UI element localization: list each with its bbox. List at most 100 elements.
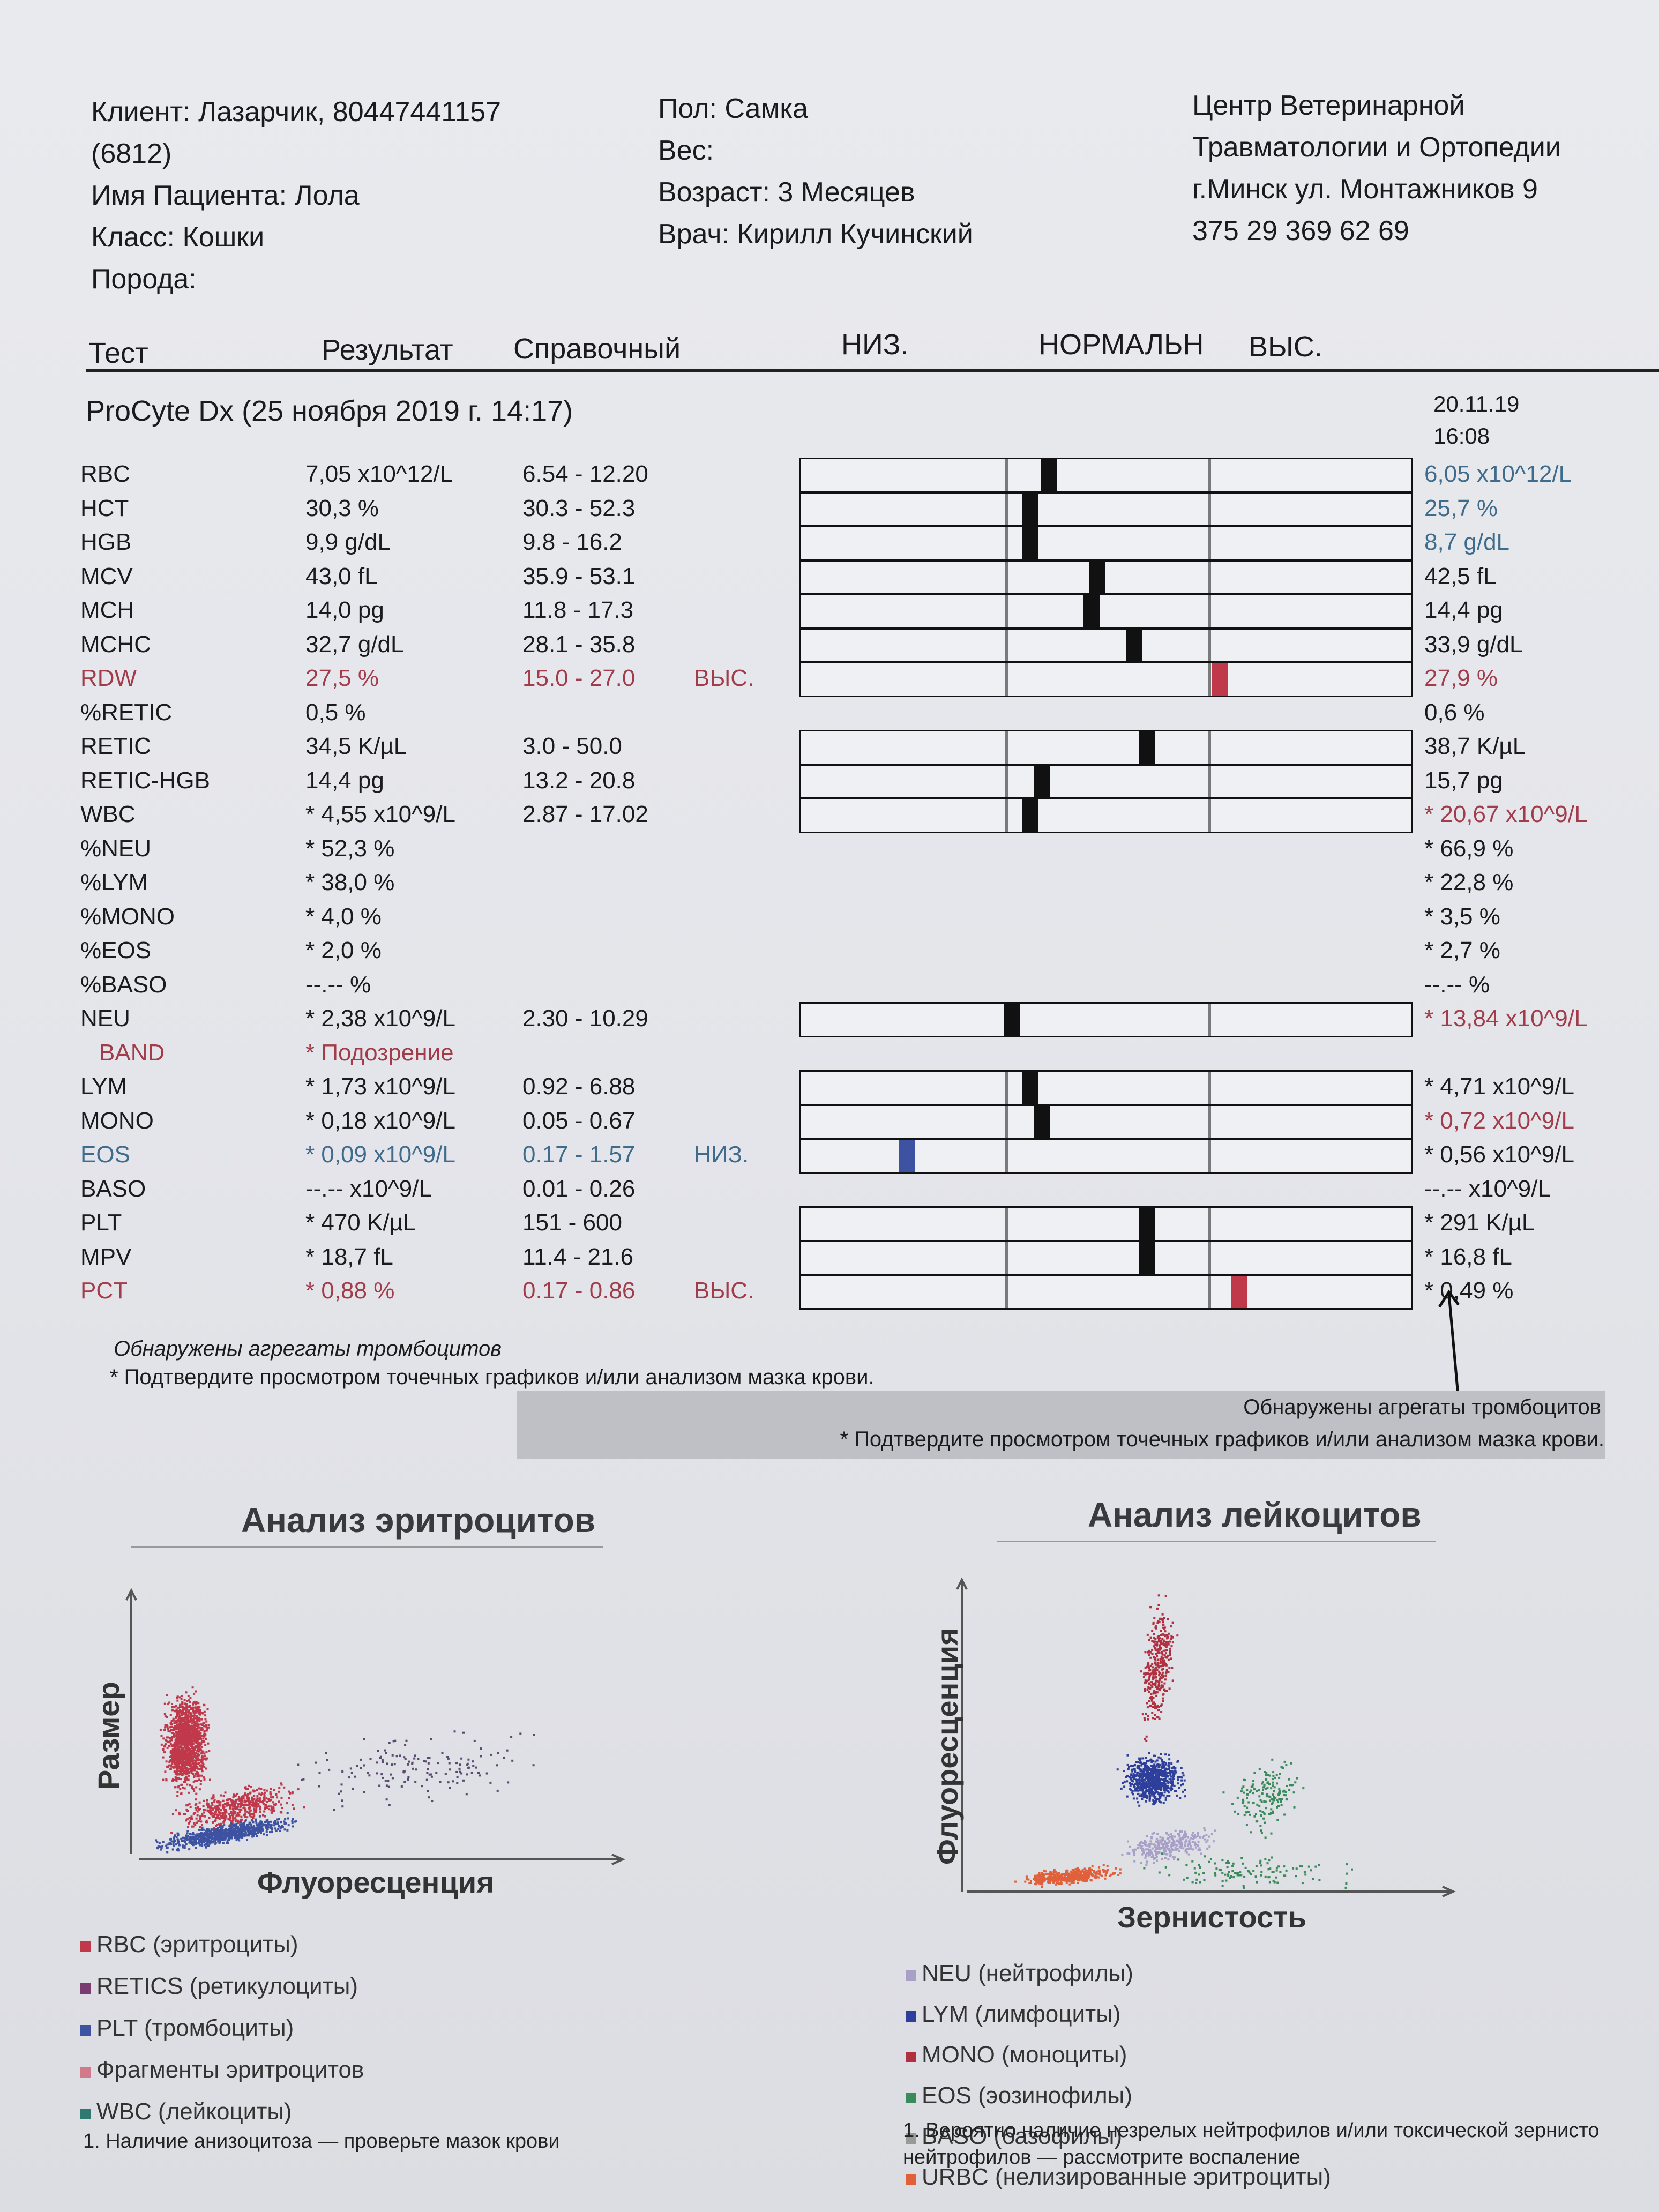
legend-swatch — [906, 2052, 916, 2062]
legend-swatch — [80, 2025, 91, 2036]
legend-label: WBC (лейкоциты) — [96, 2098, 292, 2125]
legend-swatch — [906, 2133, 916, 2144]
range-divider — [1005, 1105, 1009, 1138]
range-divider — [1208, 1004, 1212, 1036]
test-result: 9,9 g/dL — [305, 529, 391, 555]
range-divider — [1005, 1208, 1009, 1240]
range-bar — [799, 526, 1413, 561]
test-result: * 2,38 x10^9/L — [305, 1005, 455, 1032]
test-name: %NEU — [80, 835, 152, 862]
patient-weight: Вес: — [658, 135, 714, 166]
legend-item: BASO (базофилы) — [906, 2116, 1602, 2157]
prev-note-box — [517, 1391, 1605, 1459]
legend-item: MONO (моноциты) — [906, 2035, 1602, 2075]
clinic-block: Центр Ветеринарной Травматологии и Ортоп… — [1192, 85, 1561, 252]
range-divider — [1208, 1140, 1212, 1172]
test-name: PLT — [80, 1209, 122, 1236]
range-divider — [1208, 663, 1212, 696]
test-previous-result: 6,05 x10^12/L — [1424, 461, 1572, 487]
test-result: * 1,73 x10^9/L — [305, 1073, 455, 1100]
test-name: RETIC — [80, 733, 151, 759]
test-result: * Подозрение — [305, 1039, 454, 1066]
test-reference: 3.0 - 50.0 — [522, 733, 622, 759]
test-name: MONO — [80, 1107, 154, 1134]
test-result: * 0,18 x10^9/L — [305, 1107, 455, 1134]
client-block: Клиент: Лазарчик, 80447441157 (6812) Имя… — [91, 91, 501, 300]
test-previous-result: * 2,7 % — [1424, 937, 1500, 963]
legend-item: RETICS (ретикулоциты) — [80, 1966, 364, 2007]
range-marker — [1089, 561, 1106, 593]
range-divider — [1208, 1242, 1212, 1274]
test-previous-result: * 0,49 % — [1424, 1277, 1514, 1304]
range-bar — [799, 1206, 1413, 1242]
test-reference: 0.17 - 1.57 — [522, 1141, 636, 1168]
legend-item: RBC (эритроциты) — [80, 1924, 364, 1966]
test-name: EOS — [80, 1141, 130, 1168]
wbc-footnote-1: 1. Вероятно наличие незрелых нейтрофилов… — [903, 2119, 1600, 2142]
prev-note-aggregates: Обнаружены агрегаты тромбоцитов — [1243, 1395, 1601, 1419]
client-name: Клиент: Лазарчик, 80447441157 — [91, 96, 502, 128]
test-name: WBC — [80, 801, 136, 827]
test-result: 34,5 K/µL — [305, 733, 407, 759]
range-divider — [1208, 1208, 1212, 1240]
test-reference: 151 - 600 — [522, 1209, 622, 1236]
test-reference: 28.1 - 35.8 — [522, 631, 636, 657]
test-name: MCH — [80, 597, 134, 623]
test-name: HGB — [80, 529, 132, 555]
test-previous-result: 33,9 g/dL — [1424, 631, 1523, 657]
range-divider — [1208, 765, 1212, 797]
rbc-title-rule — [131, 1546, 603, 1548]
test-previous-result: * 16,8 fL — [1424, 1243, 1512, 1270]
test-result: 27,5 % — [305, 665, 379, 691]
range-divider — [1208, 629, 1212, 661]
test-name: RDW — [80, 665, 137, 691]
test-previous-result: --.-- % — [1424, 971, 1490, 998]
prev-date: 20.11.19 — [1433, 391, 1520, 416]
range-bar — [799, 491, 1413, 527]
range-marker — [1022, 527, 1038, 559]
test-name: BAND — [99, 1039, 165, 1066]
legend-item: EOS (эозинофилы) — [906, 2075, 1602, 2116]
legend-swatch — [906, 2011, 916, 2022]
test-name: PCT — [80, 1277, 128, 1304]
test-result: * 18,7 fL — [305, 1243, 393, 1270]
clinic-address: г.Минск ул. Монтажников 9 — [1192, 174, 1538, 205]
legend-label: RBC (эритроциты) — [96, 1931, 298, 1957]
range-marker — [1003, 1004, 1020, 1036]
client-id: (6812) — [91, 138, 172, 169]
test-previous-result: 42,5 fL — [1424, 563, 1497, 589]
legend-label: MONO (моноциты) — [922, 2042, 1127, 2068]
legend-swatch — [80, 1983, 91, 1994]
range-marker — [1022, 799, 1038, 832]
range-divider — [1005, 1140, 1009, 1172]
range-bar — [799, 764, 1413, 799]
col-high: ВЫС. — [1249, 331, 1322, 363]
test-previous-result: * 20,67 x10^9/L — [1424, 801, 1588, 827]
rbc-chart-title: Анализ эритроцитов — [241, 1501, 595, 1540]
legend-swatch — [906, 1970, 916, 1981]
test-name: LYM — [80, 1073, 128, 1100]
test-result: 14,0 pg — [305, 597, 384, 623]
test-flag: НИЗ. — [694, 1141, 749, 1168]
range-bar — [799, 662, 1413, 697]
legend-label: PLT (тромбоциты) — [96, 2015, 294, 2041]
test-result: 43,0 fL — [305, 563, 378, 589]
test-name: %BASO — [80, 971, 167, 998]
rbc-footnote: 1. Наличие анизоцитоза — проверьте мазок… — [83, 2130, 560, 2153]
test-reference: 13.2 - 20.8 — [522, 767, 636, 794]
test-reference: 15.0 - 27.0 — [522, 665, 636, 691]
col-normal: НОРМАЛЬН — [1038, 328, 1204, 361]
legend-swatch — [906, 2174, 916, 2185]
range-divider — [1005, 1242, 1009, 1274]
test-previous-result: 38,7 K/µL — [1424, 733, 1526, 759]
range-divider — [1005, 527, 1009, 559]
test-reference: 2.30 - 10.29 — [522, 1005, 648, 1032]
test-reference: 30.3 - 52.3 — [522, 495, 636, 521]
range-bar — [799, 594, 1413, 629]
test-previous-result: * 13,84 x10^9/L — [1424, 1005, 1588, 1032]
test-previous-result: 0,6 % — [1424, 699, 1485, 726]
clinic-phone: 375 29 369 62 69 — [1192, 215, 1409, 246]
range-bar — [799, 559, 1413, 595]
legend-swatch — [80, 2067, 91, 2078]
rbc-legend: RBC (эритроциты) RETICS (ретикулоциты) PLT… — [80, 1924, 364, 2133]
